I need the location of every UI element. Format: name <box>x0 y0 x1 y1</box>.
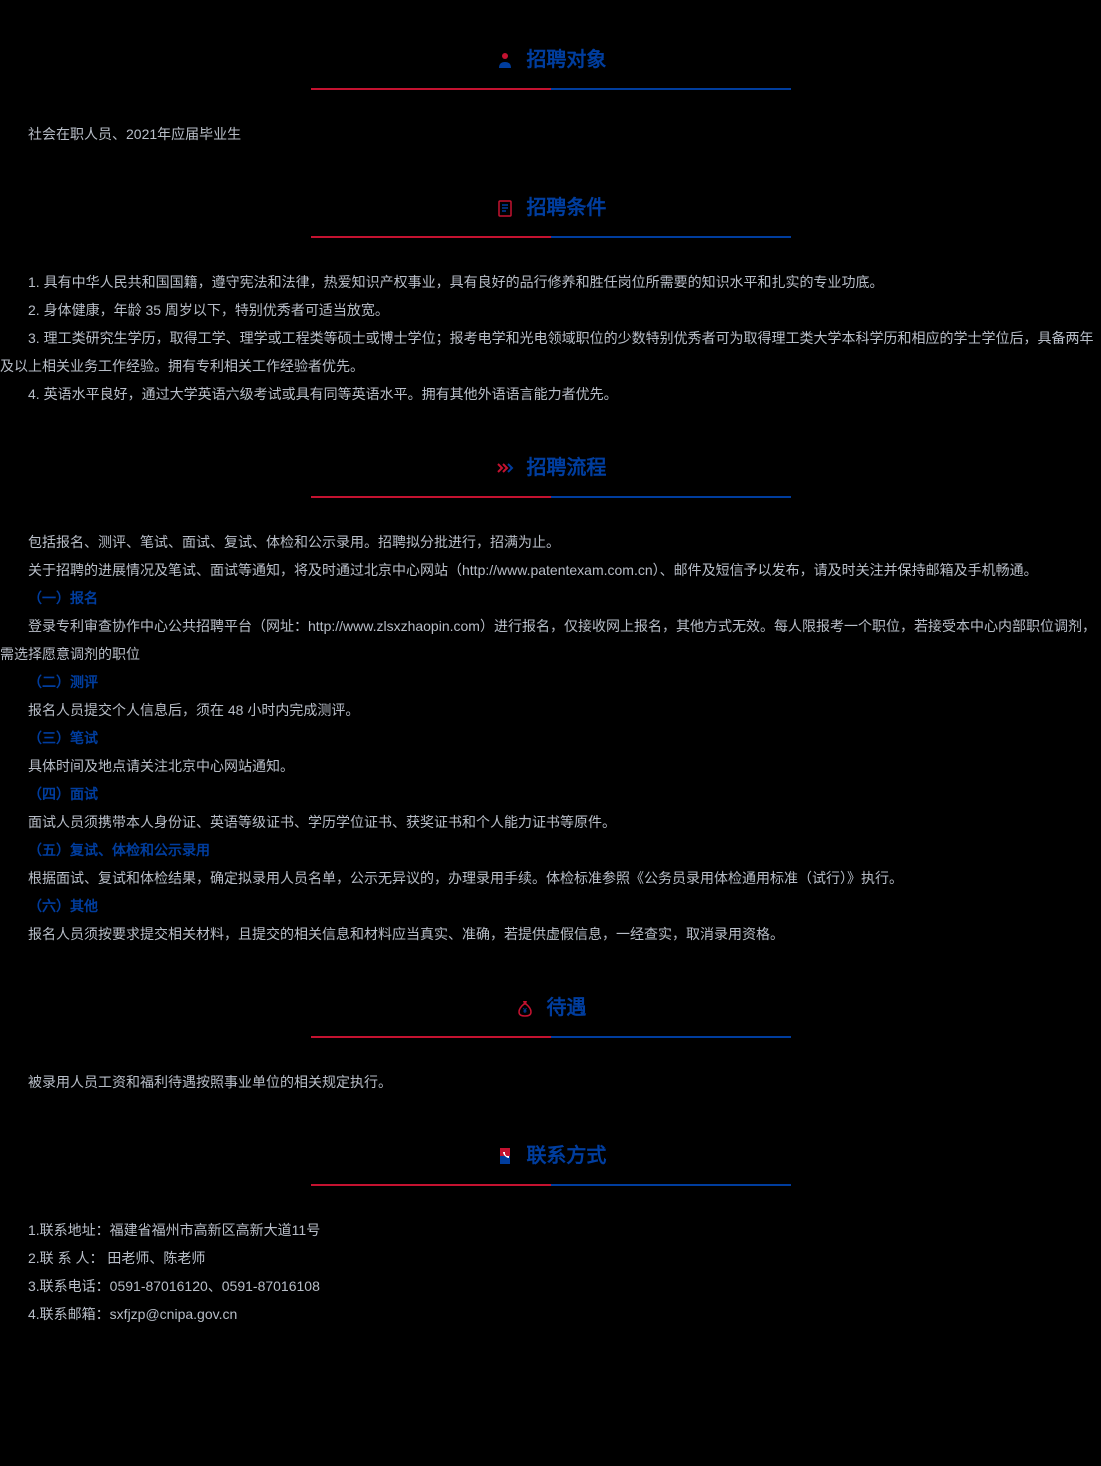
contact-content: 1.联系地址：福建省福州市高新区高新大道11号 2.联 系 人： 田老师、陈老师… <box>0 1216 1101 1328</box>
arrows-icon <box>495 458 515 478</box>
conditions-content: 1. 具有中华人民共和国国籍，遵守宪法和法律，热爱知识产权事业，具有良好的品行修… <box>0 268 1101 408</box>
paragraph: 关于招聘的进展情况及笔试、面试等通知，将及时通过北京中心网站（http://ww… <box>0 556 1101 584</box>
step-body: 面试人员须携带本人身份证、英语等级证书、学历学位证书、获奖证书和个人能力证书等原… <box>0 808 1101 836</box>
section-header-target: 招聘对象 <box>311 40 791 90</box>
header-divider <box>311 236 791 238</box>
target-content: 社会在职人员、2021年应届毕业生 <box>0 120 1101 148</box>
header-divider <box>311 1184 791 1186</box>
section-title: 联系方式 <box>526 1136 606 1176</box>
section-title: 招聘条件 <box>526 188 606 228</box>
step-heading: （一）报名 <box>0 584 1101 612</box>
step-body: 登录专利审查协作中心公共招聘平台（网址：http://www.zlsxzhaop… <box>0 612 1101 668</box>
condition-item: 2. 身体健康，年龄 35 周岁以下，特别优秀者可适当放宽。 <box>0 296 1101 324</box>
clipboard-icon <box>495 198 515 218</box>
step-heading: （五）复试、体检和公示录用 <box>0 836 1101 864</box>
paragraph: 社会在职人员、2021年应届毕业生 <box>0 120 1101 148</box>
condition-item: 4. 英语水平良好，通过大学英语六级考试或具有同等英语水平。拥有其他外语语言能力… <box>0 380 1101 408</box>
step-heading: （二）测评 <box>0 668 1101 696</box>
step-heading: （四）面试 <box>0 780 1101 808</box>
section-title: 招聘对象 <box>526 40 606 80</box>
contact-item: 1.联系地址：福建省福州市高新区高新大道11号 <box>0 1216 1101 1244</box>
phone-icon <box>495 1146 515 1166</box>
section-header-conditions: 招聘条件 <box>311 188 791 238</box>
contact-item: 3.联系电话：0591-87016120、0591-87016108 <box>0 1272 1101 1300</box>
contact-item: 4.联系邮箱：sxfjzp@cnipa.gov.cn <box>0 1300 1101 1328</box>
step-body: 报名人员提交个人信息后，须在 48 小时内完成测评。 <box>0 696 1101 724</box>
step-heading: （六）其他 <box>0 892 1101 920</box>
section-header-contact: 联系方式 <box>311 1136 791 1186</box>
header-divider <box>311 88 791 90</box>
step-body: 根据面试、复试和体检结果，确定拟录用人员名单，公示无异议的，办理录用手续。体检标… <box>0 864 1101 892</box>
paragraph: 被录用人员工资和福利待遇按照事业单位的相关规定执行。 <box>0 1068 1101 1096</box>
section-title: 待遇 <box>546 988 586 1028</box>
process-content: 包括报名、测评、笔试、面试、复试、体检和公示录用。招聘拟分批进行，招满为止。 关… <box>0 528 1101 948</box>
person-icon <box>495 50 515 70</box>
condition-item: 1. 具有中华人民共和国国籍，遵守宪法和法律，热爱知识产权事业，具有良好的品行修… <box>0 268 1101 296</box>
header-divider <box>311 496 791 498</box>
step-body: 报名人员须按要求提交相关材料，且提交的相关信息和材料应当真实、准确，若提供虚假信… <box>0 920 1101 948</box>
condition-item: 3. 理工类研究生学历，取得工学、理学或工程类等硕士或博士学位；报考电学和光电领… <box>0 324 1101 380</box>
header-divider <box>311 1036 791 1038</box>
document-content: 招聘对象 社会在职人员、2021年应届毕业生 招聘条件 1. 具有中华人民共和国… <box>0 40 1101 1328</box>
contact-item: 2.联 系 人： 田老师、陈老师 <box>0 1244 1101 1272</box>
section-title: 招聘流程 <box>526 448 606 488</box>
money-bag-icon: ¥ <box>515 998 535 1018</box>
section-header-process: 招聘流程 <box>311 448 791 498</box>
section-header-treatment: ¥ 待遇 <box>311 988 791 1038</box>
step-heading: （三）笔试 <box>0 724 1101 752</box>
treatment-content: 被录用人员工资和福利待遇按照事业单位的相关规定执行。 <box>0 1068 1101 1096</box>
step-body: 具体时间及地点请关注北京中心网站通知。 <box>0 752 1101 780</box>
paragraph: 包括报名、测评、笔试、面试、复试、体检和公示录用。招聘拟分批进行，招满为止。 <box>0 528 1101 556</box>
svg-text:¥: ¥ <box>523 1008 527 1015</box>
